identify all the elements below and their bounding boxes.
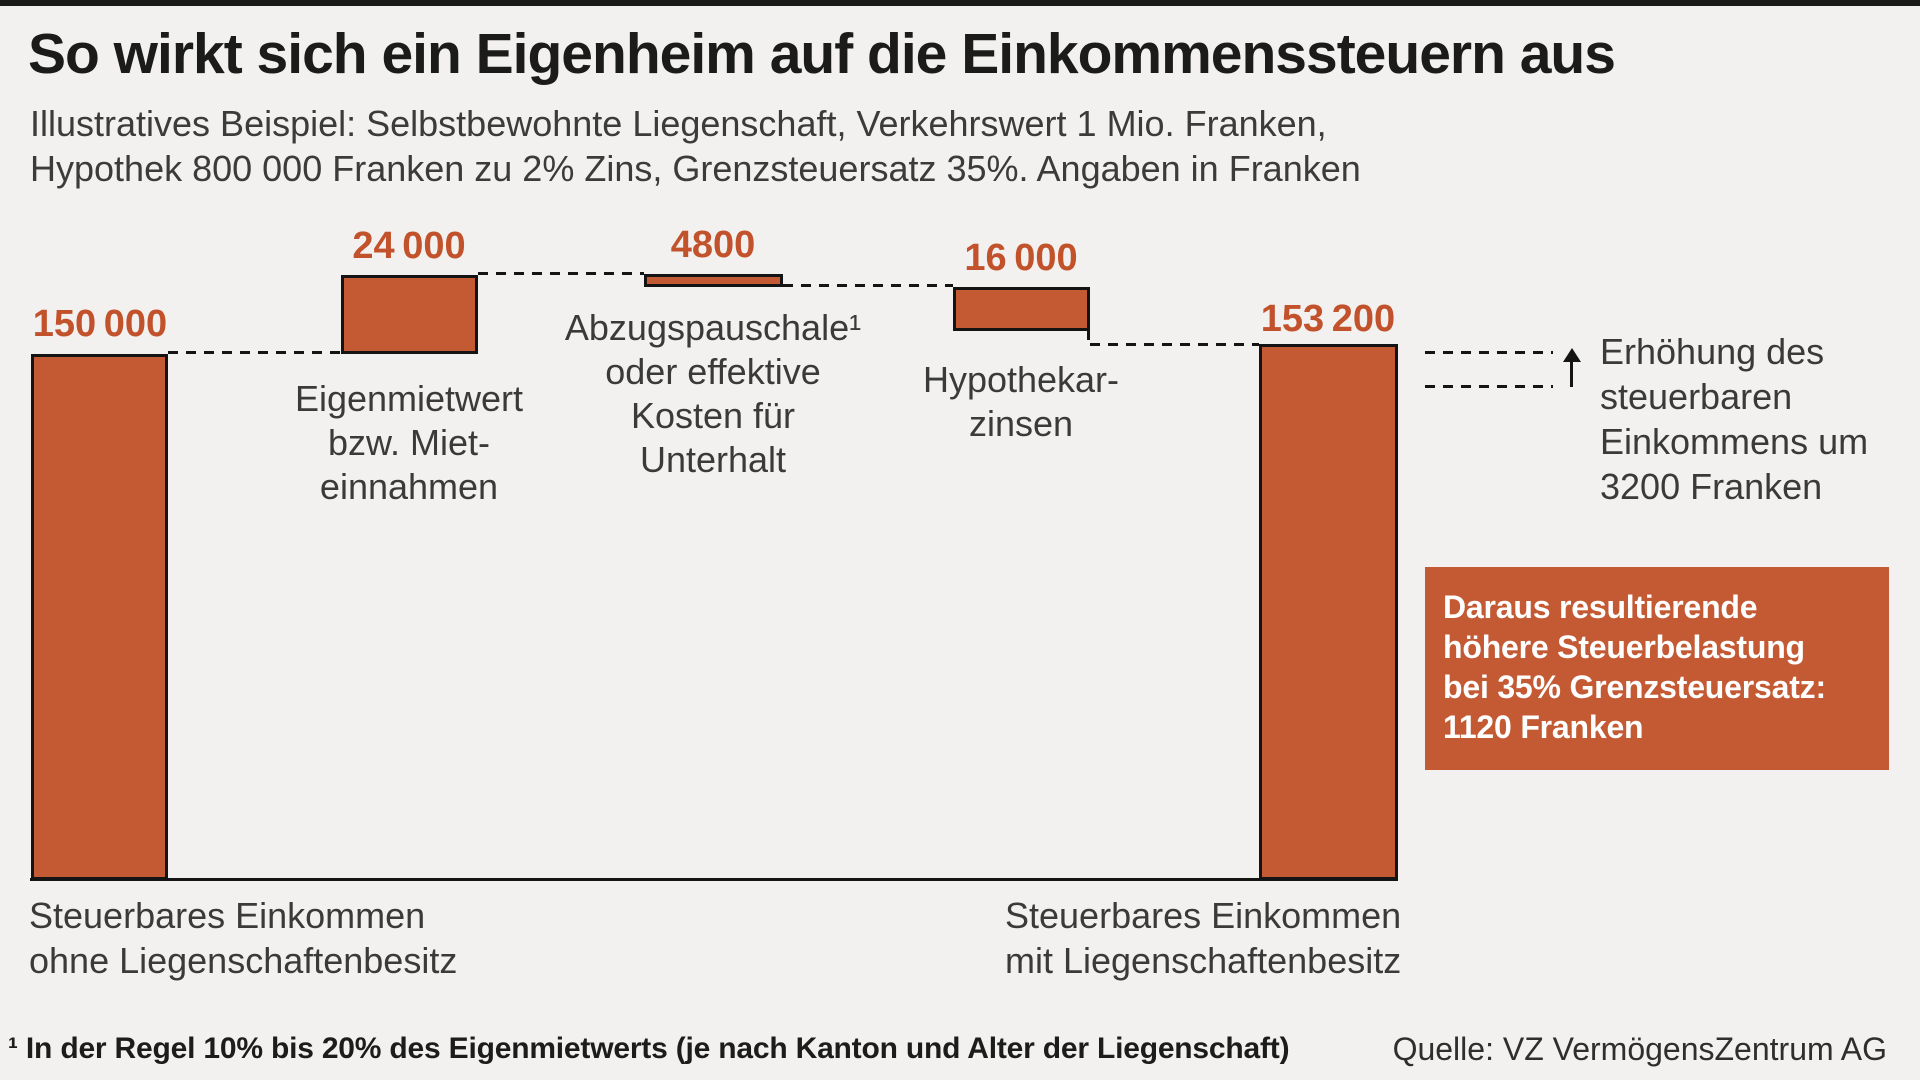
bar-hypothekarzinsen — [953, 287, 1090, 331]
bar-abzugspauschale — [644, 274, 783, 287]
bar-steuerbares-einkommen-ohne — [31, 354, 168, 880]
label-eigenmietwert: Eigenmietwert bzw. Miet- einnahmen — [294, 378, 524, 507]
page-title: So wirkt sich ein Eigenheim auf die Eink… — [28, 22, 1616, 86]
value-label-153200: 153 200 — [1260, 298, 1396, 340]
value-label-150000: 150 000 — [32, 303, 168, 345]
footnote: ¹ In der Regel 10% bis 20% des Eigenmiet… — [8, 1032, 1290, 1065]
label-steuerbares-einkommen-mit: Steuerbares Einkommen mit Liegenschaften… — [1005, 895, 1402, 981]
label-hypothekarzinsen: Hypothekar- zinsen — [922, 359, 1120, 444]
connector-bar4-vertical — [1087, 331, 1090, 345]
value-label-4800: 4800 — [670, 224, 756, 266]
connector-bar1-bar2 — [168, 351, 341, 354]
subtitle-line-1: Illustratives Beispiel: Selbstbewohnte L… — [30, 103, 1327, 144]
page-subtitle: Illustratives Beispiel: Selbstbewohnte L… — [30, 101, 1361, 191]
up-arrow-shaft — [1570, 361, 1573, 387]
subtitle-line-2: Hypothek 800 000 Franken zu 2% Zins, Gre… — [30, 148, 1361, 189]
annotation-dash-upper — [1425, 351, 1553, 354]
callout-steuerbelastung: Daraus resultierende höhere Steuerbelast… — [1425, 567, 1889, 770]
connector-bar2-bar3 — [478, 272, 644, 275]
up-arrow-icon — [1563, 348, 1581, 362]
bar-steuerbares-einkommen-mit — [1259, 344, 1398, 880]
value-label-16000: 16 000 — [964, 237, 1078, 279]
bar-eigenmietwert — [341, 275, 478, 354]
x-axis-baseline — [30, 878, 1398, 881]
annotation-dash-lower — [1425, 385, 1553, 388]
label-steuerbares-einkommen-ohne: Steuerbares Einkommen ohne Liegenschafte… — [29, 895, 458, 981]
source-credit: Quelle: VZ VermögensZentrum AG — [1392, 1031, 1887, 1067]
value-label-24000: 24 000 — [352, 225, 466, 267]
label-abzugspauschale: Abzugspauschale¹ oder effektive Kosten f… — [564, 307, 862, 480]
annotation-erhoehung: Erhöhung des steuerbaren Einkommens um 3… — [1600, 331, 1869, 507]
top-accent-strip — [0, 0, 1920, 6]
connector-bar4-bar5 — [1090, 343, 1259, 346]
connector-bar3-bar4 — [783, 284, 953, 287]
